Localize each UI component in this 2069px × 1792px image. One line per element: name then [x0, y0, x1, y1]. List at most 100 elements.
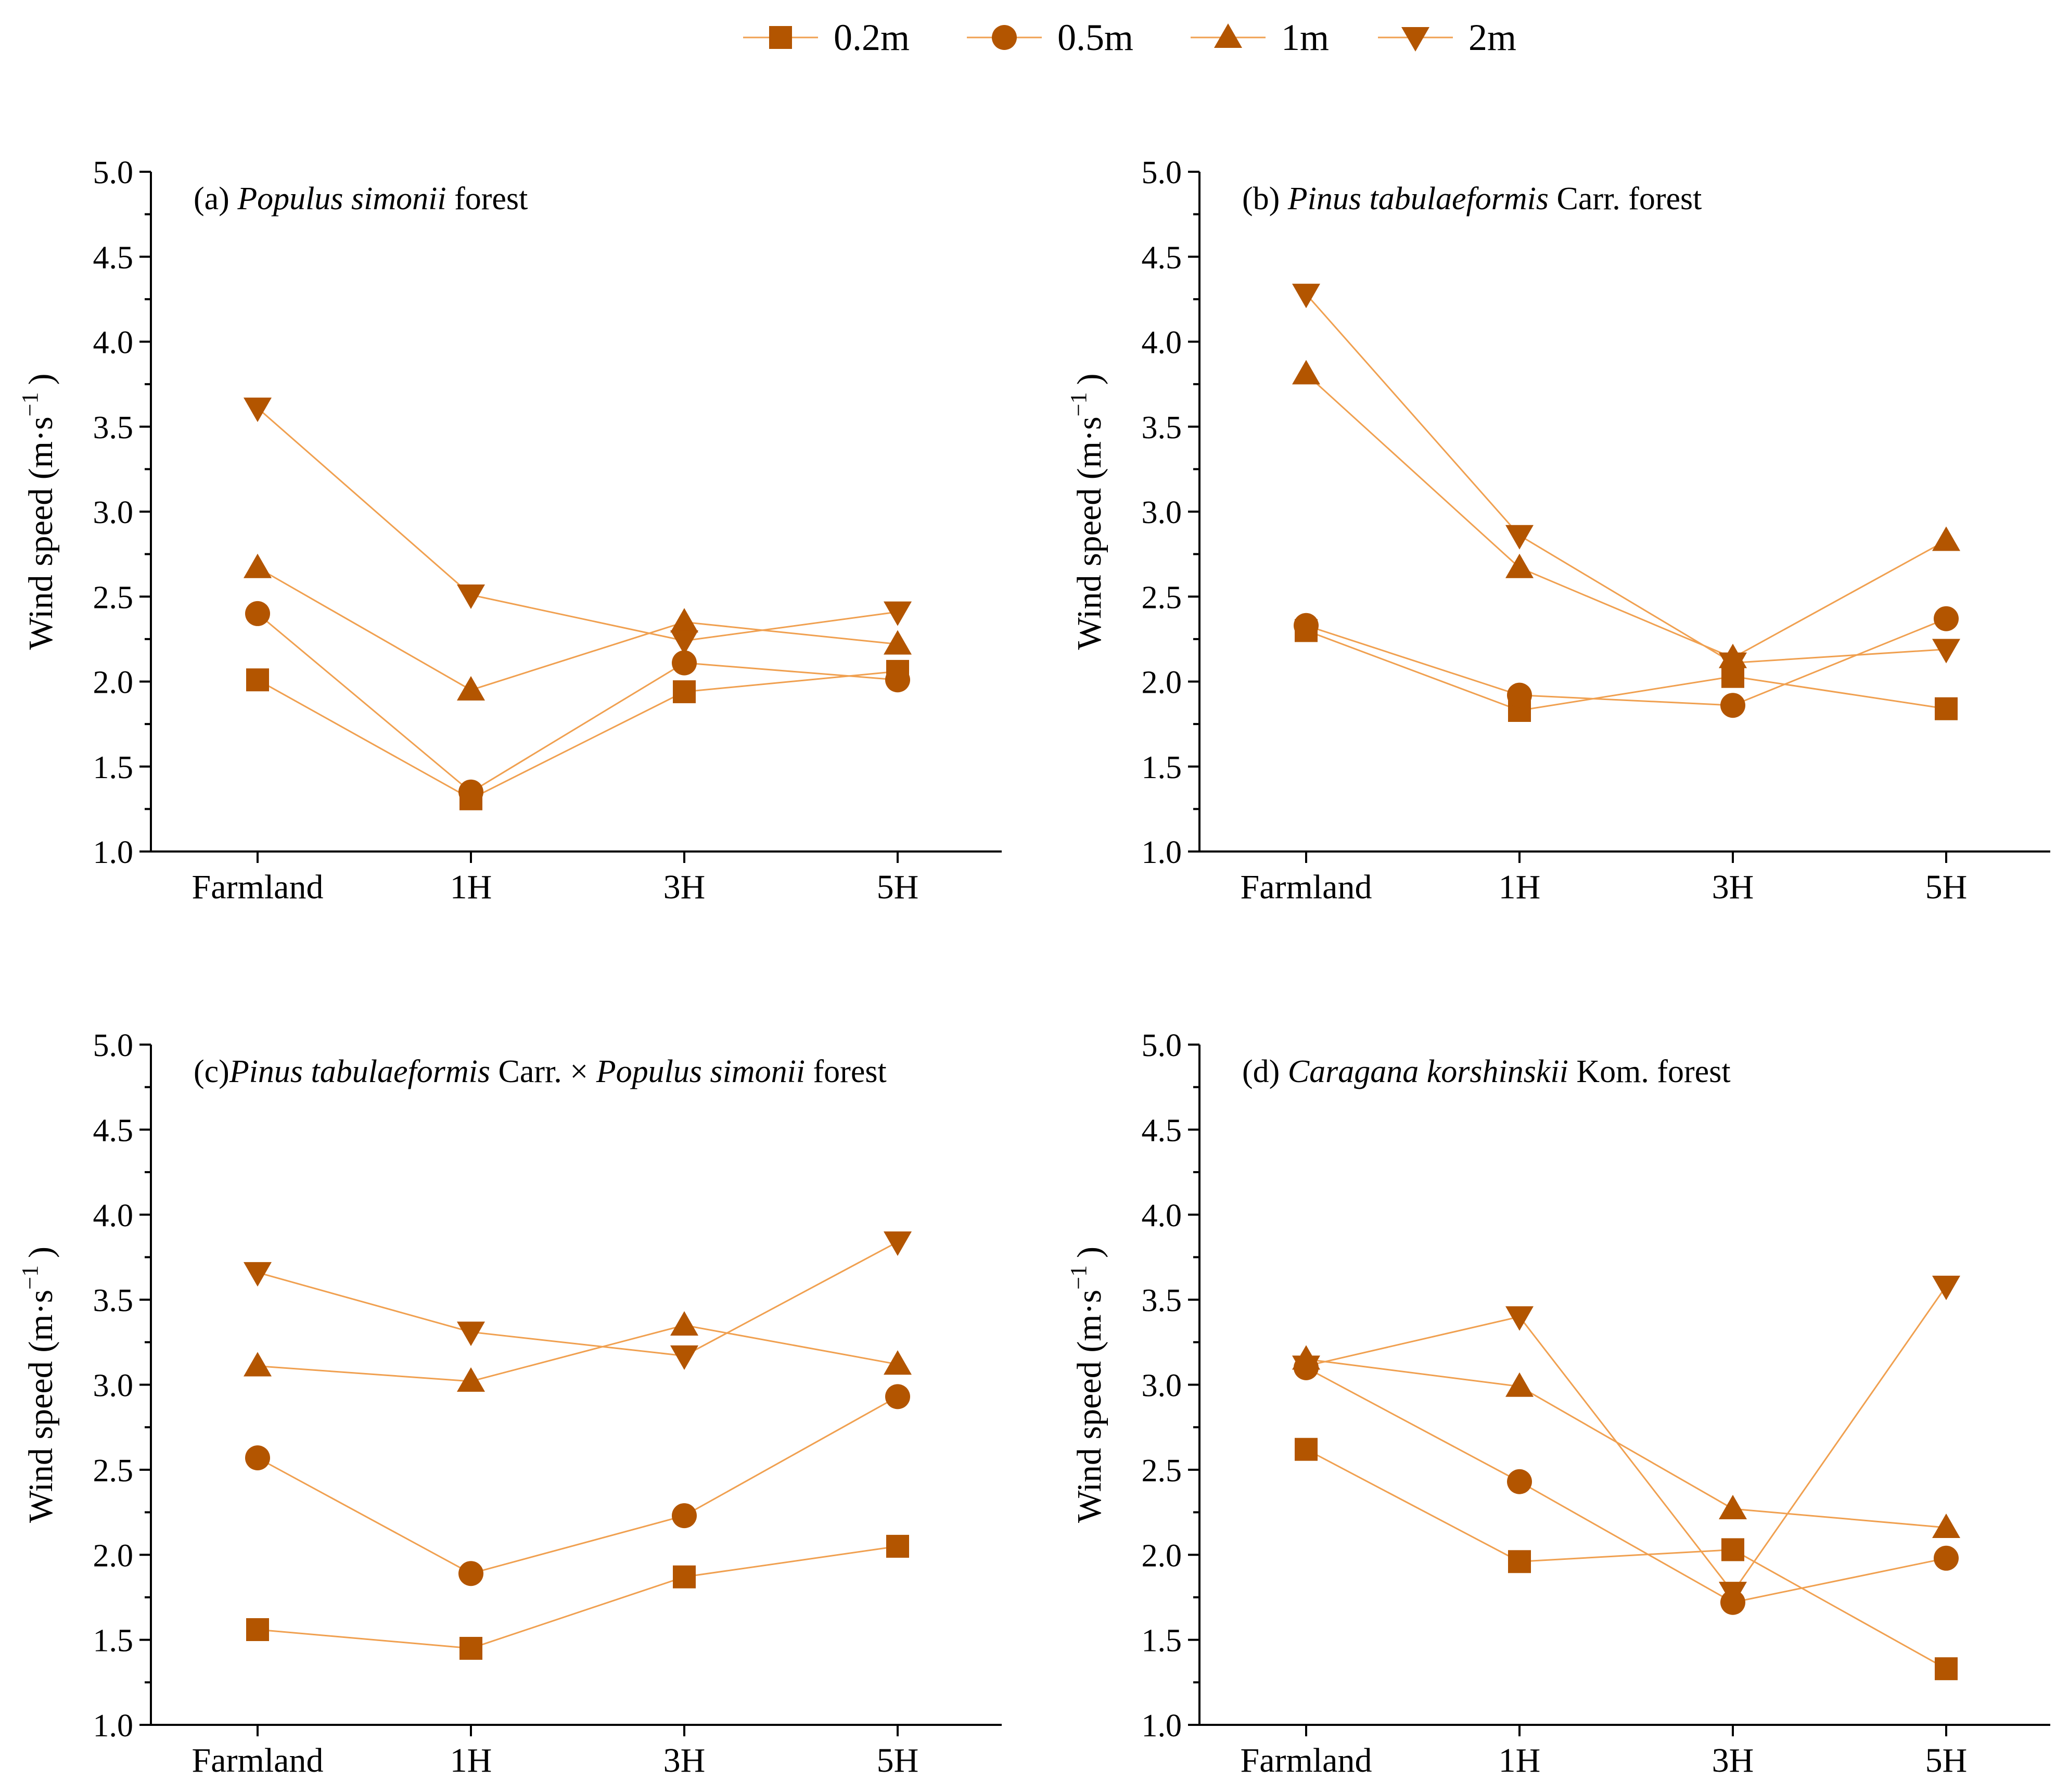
y-tick-label: 3.0 — [93, 495, 134, 530]
data-point-0.5m — [1507, 682, 1532, 708]
data-point-2m — [1292, 284, 1320, 309]
series-line-0.2m — [257, 670, 898, 800]
data-point-2m — [457, 1321, 485, 1346]
data-point-2m — [884, 601, 912, 626]
x-tick-label: Farmland — [192, 1742, 324, 1780]
x-tick-label: 5H — [877, 1742, 919, 1780]
data-point-1m — [457, 1367, 485, 1392]
y-axis-title-end: ) — [1070, 373, 1108, 385]
y-tick-label: 1.5 — [93, 750, 134, 785]
y-tick-label: 1.5 — [1142, 1623, 1182, 1659]
panel-title-part-2: Carr. forest — [1549, 181, 1702, 217]
data-point-0.2m — [1295, 1438, 1318, 1461]
panel-title: (c)Pinus tabulaeformis Carr. × Populus s… — [194, 1054, 887, 1089]
data-point-1m — [244, 1352, 272, 1377]
y-tick-label: 3.5 — [1142, 1283, 1182, 1318]
data-point-1m — [670, 1311, 698, 1336]
y-tick-label: 3.5 — [1142, 410, 1182, 446]
data-point-2m — [670, 1345, 698, 1370]
data-point-0.2m — [1935, 1657, 1958, 1681]
y-tick-label: 5.0 — [1142, 155, 1182, 190]
y-axis-title-end: ) — [1070, 1247, 1108, 1258]
y-tick-label: 1.0 — [93, 1708, 134, 1744]
y-tick-label: 4.5 — [93, 240, 134, 275]
x-tick-label: 5H — [1925, 1742, 1968, 1780]
panel-title: (d) Caragana korshinskii Kom. forest — [1242, 1054, 1731, 1089]
x-tick-label: 1H — [1499, 1742, 1541, 1780]
data-point-0.5m — [245, 601, 270, 626]
y-tick-label: 2.5 — [1142, 580, 1182, 615]
y-tick-label: 2.0 — [1142, 1538, 1182, 1573]
series-line-0.5m — [257, 613, 898, 793]
data-point-2m — [1292, 1355, 1320, 1380]
panel-b: 1.0 1.5 2.0 2.5 3.0 3.5 4.0 4.5 5.0 Farmland 1H 3H 5… — [1066, 155, 2050, 906]
panel-title: (a) Populus simonii forest — [194, 181, 528, 217]
y-tick-label: 3.0 — [93, 1368, 134, 1404]
data-point-0.5m — [1720, 693, 1745, 718]
data-point-0.5m — [885, 667, 910, 693]
data-point-1m — [1292, 360, 1320, 385]
y-tick-label: 5.0 — [1142, 1028, 1182, 1063]
y-axis-title: Wind speed (m·s−1) — [1066, 1247, 1108, 1523]
panel-title-part-1: Caragana korshinskii — [1288, 1054, 1568, 1089]
data-point-0.2m — [1935, 697, 1958, 720]
data-point-1m — [457, 676, 485, 701]
panel-title-part-0: (d) — [1242, 1054, 1288, 1089]
series-line-1m — [257, 1324, 898, 1382]
y-tick-label: 5.0 — [93, 155, 134, 190]
panel-title-part-1: Pinus tabulaeformis — [1287, 181, 1549, 217]
series-line-0.5m — [1306, 1367, 1947, 1604]
data-point-2m — [244, 397, 272, 422]
data-point-0.5m — [672, 1503, 697, 1529]
panel-title-part-2: forest — [446, 181, 528, 217]
data-point-0.5m — [885, 1384, 910, 1409]
legend-label-0.2m: 0.2m — [834, 17, 910, 58]
legend-marker-circle-icon — [992, 25, 1017, 50]
y-axis-title-main: Wind speed (m·s — [1070, 1290, 1108, 1523]
x-tick-label: Farmland — [1241, 868, 1372, 906]
y-tick-label: 1.0 — [93, 835, 134, 870]
x-tick-label: 3H — [663, 868, 706, 906]
data-point-2m — [457, 584, 485, 609]
data-point-1m — [1505, 553, 1534, 578]
x-tick-label: 5H — [877, 868, 919, 906]
series-line-2m — [1305, 294, 1947, 664]
data-point-2m — [1505, 525, 1534, 550]
data-point-1m — [1932, 526, 1960, 551]
y-axis-title-main: Wind speed (m·s — [1070, 416, 1108, 650]
data-point-0.2m — [673, 1565, 696, 1588]
data-point-2m — [244, 1262, 272, 1287]
panel-title-part-4: forest — [805, 1054, 887, 1089]
data-point-1m — [1719, 1495, 1747, 1520]
y-axis-title-main: Wind speed (m·s — [22, 416, 60, 650]
data-point-0.2m — [1721, 1538, 1744, 1561]
x-tick-label: 3H — [1712, 868, 1754, 906]
data-point-0.5m — [1294, 613, 1319, 638]
panel-title-part-0: (a) — [194, 181, 237, 217]
panel-title-part-0: (c) — [194, 1054, 229, 1089]
legend: 0.2m 0.5m 1m 2m — [743, 17, 1516, 58]
series-line-2m — [1306, 1286, 1947, 1594]
panel-title-part-0: (b) — [1242, 181, 1288, 217]
legend-marker-triangle-down-icon — [1401, 27, 1429, 52]
data-point-1m — [884, 1350, 912, 1375]
series-line-2m — [257, 1241, 898, 1357]
y-tick-label: 1.0 — [1142, 1708, 1182, 1744]
y-axis-title-superscript: −1 — [1066, 392, 1091, 416]
data-point-0.5m — [458, 1561, 483, 1586]
y-tick-label: 1.5 — [1142, 750, 1182, 785]
y-tick-label: 4.0 — [1142, 325, 1182, 361]
y-axis-title-superscript: −1 — [1066, 1265, 1091, 1290]
series-line-1m — [1306, 1358, 1947, 1529]
panel-c: 1.0 1.5 2.0 2.5 3.0 3.5 4.0 4.5 5.0 Farmland 1H 3H 5… — [17, 1028, 1002, 1780]
legend-label-0.5m: 0.5m — [1057, 17, 1133, 58]
data-point-1m — [1932, 1513, 1960, 1538]
legend-label-1m: 1m — [1281, 17, 1329, 58]
x-tick-label: 5H — [1925, 868, 1968, 906]
panel-d: 1.0 1.5 2.0 2.5 3.0 3.5 4.0 4.5 5.0 Farmland 1H 3H 5… — [1066, 1028, 2050, 1780]
y-tick-label: 2.5 — [93, 1453, 134, 1489]
x-tick-label: 1H — [450, 868, 492, 906]
y-tick-label: 3.5 — [93, 410, 134, 446]
data-point-1m — [244, 553, 272, 578]
data-point-0.5m — [245, 1445, 270, 1471]
